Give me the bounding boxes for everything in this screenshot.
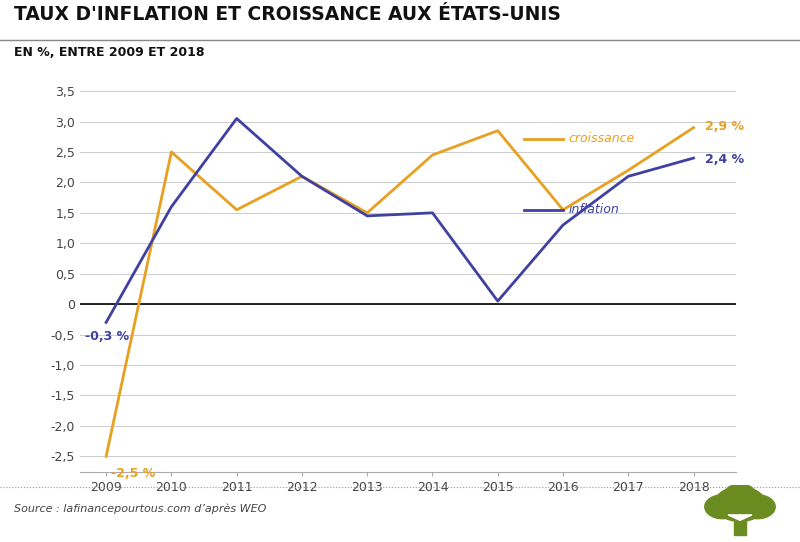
Polygon shape bbox=[740, 515, 752, 520]
Text: TAUX D'INFLATION ET CROISSANCE AUX ÉTATS-UNIS: TAUX D'INFLATION ET CROISSANCE AUX ÉTATS… bbox=[14, 5, 562, 24]
Text: -0,3 %: -0,3 % bbox=[86, 330, 130, 343]
Text: 2,9 %: 2,9 % bbox=[706, 120, 744, 133]
Text: inflation: inflation bbox=[568, 203, 619, 216]
Text: -2,5 %: -2,5 % bbox=[111, 467, 155, 480]
Text: EN %, ENTRE 2009 ET 2018: EN %, ENTRE 2009 ET 2018 bbox=[14, 46, 205, 59]
Circle shape bbox=[705, 495, 740, 519]
Text: Source : lafinancepourtous.com d’après WEO: Source : lafinancepourtous.com d’après W… bbox=[14, 504, 266, 514]
Polygon shape bbox=[734, 519, 746, 535]
Circle shape bbox=[714, 487, 766, 521]
Text: 2,4 %: 2,4 % bbox=[706, 153, 745, 166]
Circle shape bbox=[740, 495, 775, 519]
Text: croissance: croissance bbox=[568, 132, 634, 145]
Circle shape bbox=[724, 484, 756, 506]
Polygon shape bbox=[728, 515, 740, 520]
